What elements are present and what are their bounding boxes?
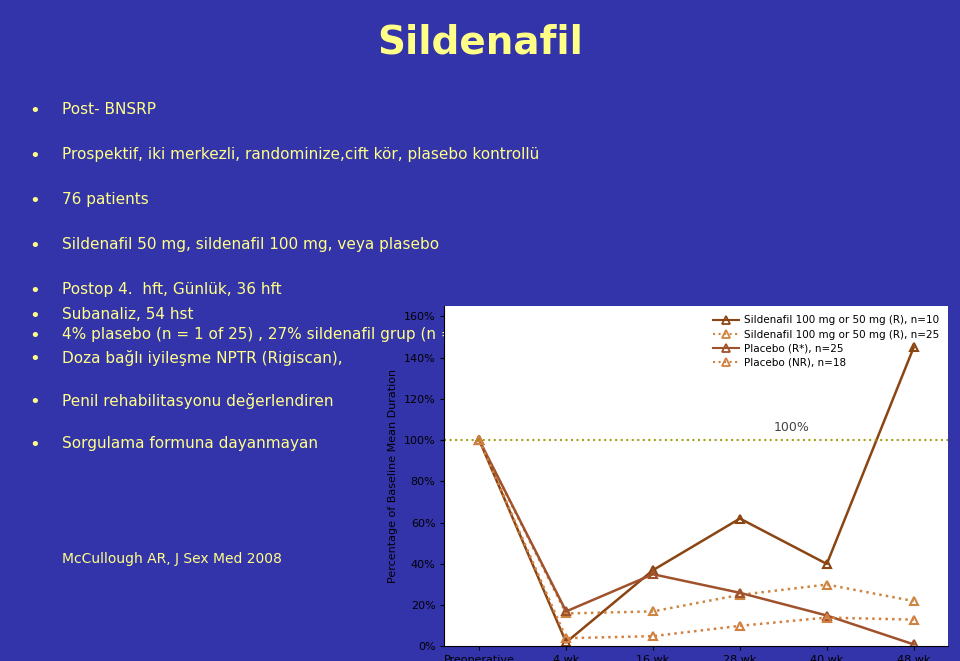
Y-axis label: Percentage of Baseline Mean Duration: Percentage of Baseline Mean Duration bbox=[388, 369, 398, 583]
Text: Post- BNSRP: Post- BNSRP bbox=[62, 102, 156, 118]
Text: Sorgulama formuna dayanmayan: Sorgulama formuna dayanmayan bbox=[62, 436, 319, 451]
Text: Doza bağlı iyileşme NPTR (Rigiscan),: Doza bağlı iyileşme NPTR (Rigiscan), bbox=[62, 350, 343, 366]
Text: •: • bbox=[29, 102, 39, 120]
Text: •: • bbox=[29, 350, 39, 368]
Text: •: • bbox=[29, 282, 39, 300]
Text: Postop 4.  hft, Günlük, 36 hft: Postop 4. hft, Günlük, 36 hft bbox=[62, 282, 282, 297]
Text: •: • bbox=[29, 147, 39, 165]
Text: Penil rehabilitasyonu değerlendiren: Penil rehabilitasyonu değerlendiren bbox=[62, 393, 334, 409]
Text: 100%: 100% bbox=[774, 421, 810, 434]
Text: •: • bbox=[29, 307, 39, 325]
Text: Subanaliz, 54 hst: Subanaliz, 54 hst bbox=[62, 307, 194, 323]
Legend: Sildenafil 100 mg or 50 mg (R), n=10, Sildenafil 100 mg or 50 mg (R), n=25, Plac: Sildenafil 100 mg or 50 mg (R), n=10, Si… bbox=[708, 311, 944, 372]
Text: •: • bbox=[29, 393, 39, 411]
Text: Sildenafil: Sildenafil bbox=[377, 23, 583, 61]
Text: •: • bbox=[29, 237, 39, 255]
Text: 76 patients: 76 patients bbox=[62, 192, 149, 208]
Text: •: • bbox=[29, 436, 39, 454]
Text: McCullough AR, J Sex Med 2008: McCullough AR, J Sex Med 2008 bbox=[62, 552, 282, 566]
Text: Prospektif, iki merkezli, randominize,cift kör, plasebo kontrollü: Prospektif, iki merkezli, randominize,ci… bbox=[62, 147, 540, 163]
Text: •: • bbox=[29, 192, 39, 210]
Text: 4% plasebo (n = 1 of 25) , 27% sildenafil grup (n = 14 of 51) p = 0.0156: 4% plasebo (n = 1 of 25) , 27% sildenafi… bbox=[62, 327, 618, 342]
Text: Padma-Nathan H, Int J Impot Res 2008: Padma-Nathan H, Int J Impot Res 2008 bbox=[665, 397, 931, 410]
Text: •: • bbox=[29, 327, 39, 345]
Text: Sildenafil 50 mg, sildenafil 100 mg, veya plasebo: Sildenafil 50 mg, sildenafil 100 mg, vey… bbox=[62, 237, 440, 253]
